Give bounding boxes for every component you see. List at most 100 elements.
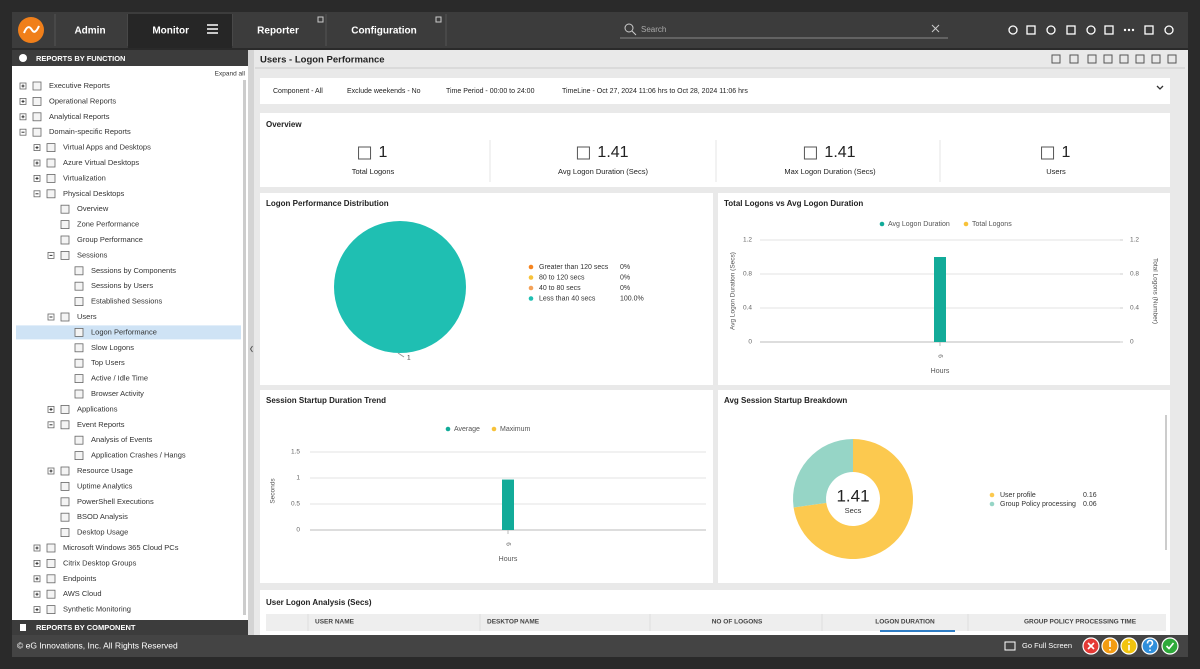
tree-item[interactable]: PowerShell Executions <box>77 497 154 506</box>
tree-item[interactable]: Uptime Analytics <box>77 481 133 490</box>
nav-tab[interactable]: Reporter <box>257 26 299 37</box>
overview-icon <box>1041 146 1055 160</box>
tree-item[interactable]: Domain-specific Reports <box>49 127 131 136</box>
tree-item[interactable]: AWS Cloud <box>63 589 102 598</box>
sidebar-footer <box>12 620 248 635</box>
tree-item[interactable]: Azure Virtual Desktops <box>63 158 139 167</box>
tree-item[interactable]: Virtualization <box>63 173 106 182</box>
y-tick-label: 0 <box>748 339 752 346</box>
tree-item[interactable]: Overview <box>77 204 109 213</box>
tree-item[interactable]: Virtual Apps and Desktops <box>63 143 151 152</box>
column-header[interactable]: LOGON DURATION <box>875 619 935 626</box>
tree-icon <box>46 158 56 168</box>
tree-item[interactable]: Physical Desktops <box>63 189 125 198</box>
column-header[interactable]: GROUP POLICY PROCESSING TIME <box>1024 619 1137 626</box>
tree-item[interactable]: Sessions by Components <box>91 266 176 275</box>
x-axis-label: Hours <box>499 556 518 563</box>
tree-item[interactable]: Event Reports <box>77 420 125 429</box>
sidebar-toggle <box>248 50 254 635</box>
pie-annotation: 1 <box>407 355 411 362</box>
report-action <box>1135 54 1145 64</box>
sidebar-footer-icon <box>20 624 26 631</box>
chart-title: Avg Session Startup Breakdown <box>724 396 847 405</box>
donut-center-label: Secs <box>845 506 862 515</box>
y-tick-label: 0.5 <box>291 501 300 508</box>
tree-item[interactable]: Synthetic Monitoring <box>63 605 131 614</box>
status-glyph <box>1087 642 1095 650</box>
nav-tab[interactable]: Admin <box>74 26 105 37</box>
y2-tick-label: 0.4 <box>1130 305 1139 312</box>
x-tick-label: 6 <box>504 542 511 546</box>
sidebar-scrollbar <box>243 80 246 615</box>
column-header[interactable]: USER NAME <box>315 619 355 626</box>
status-icon[interactable] <box>1161 637 1179 655</box>
tree-item[interactable]: Browser Activity <box>91 389 144 398</box>
filter: Exclude weekends - No <box>347 88 421 95</box>
tree-item[interactable]: Sessions <box>77 250 108 259</box>
toolbar-icon <box>1086 25 1096 35</box>
column-header[interactable]: DESKTOP NAME <box>487 619 540 626</box>
panel-title: Overview <box>266 120 302 129</box>
page-title: Users - Logon Performance <box>260 55 385 66</box>
full-screen-icon <box>1004 641 1016 651</box>
tree-icon <box>60 528 70 537</box>
overview-value: 1.41 <box>824 144 855 161</box>
y2-axis-label: Total Logons (Number) <box>1151 258 1158 324</box>
bar <box>934 257 946 342</box>
tree-icon <box>74 343 84 353</box>
y-tick-label: 1.5 <box>291 449 300 456</box>
tree-item[interactable]: Resource Usage <box>77 466 133 475</box>
tree-item[interactable]: Slow Logons <box>91 343 134 352</box>
report-action <box>1119 54 1129 64</box>
expand-all[interactable]: Expand all <box>215 71 246 78</box>
tree-item[interactable]: Executive Reports <box>49 81 110 90</box>
annotation-leader <box>397 352 405 358</box>
legend-swatch <box>528 275 534 280</box>
tree-icon <box>46 559 56 568</box>
tree-item[interactable]: Application Crashes / Hangs <box>91 451 186 460</box>
nav-tab[interactable]: Monitor <box>152 26 189 37</box>
overview-label: Avg Logon Duration (Secs) <box>558 167 648 176</box>
search-icon <box>631 30 637 36</box>
tree-item[interactable]: Zone Performance <box>77 220 139 229</box>
full-screen[interactable]: Go Full Screen <box>1022 641 1072 650</box>
active-tab <box>128 14 232 48</box>
chart-title: Session Startup Duration Trend <box>266 396 386 405</box>
tree-icon <box>60 481 70 491</box>
column-header[interactable]: NO OF LOGONS <box>712 619 763 626</box>
tree-item[interactable]: Applications <box>77 404 118 413</box>
overview-icon <box>358 146 372 160</box>
tree-item[interactable]: Endpoints <box>63 574 97 583</box>
tree-item[interactable]: Established Sessions <box>91 297 163 306</box>
tree-item[interactable]: Top Users <box>91 358 125 367</box>
legend-label: Maximum <box>500 426 531 433</box>
tree-item[interactable]: Operational Reports <box>49 96 116 105</box>
tree-item[interactable]: Analytical Reports <box>49 112 110 121</box>
panel-scrollbar <box>1165 415 1167 550</box>
tree-item[interactable]: Sessions by Users <box>91 281 153 290</box>
tree-item[interactable]: Microsoft Windows 365 Cloud PCs <box>63 543 179 552</box>
tree-item[interactable]: Citrix Desktop Groups <box>63 558 137 567</box>
legend-value: 0% <box>620 274 630 281</box>
legend-swatch <box>528 264 534 270</box>
tree-item[interactable]: Logon Performance <box>91 327 157 336</box>
tree-item[interactable]: Group Performance <box>77 235 143 244</box>
table-title: User Logon Analysis (Secs) <box>266 598 372 607</box>
logo-mark <box>23 25 40 34</box>
chart-panel <box>260 390 713 583</box>
tree-icon <box>74 451 84 461</box>
tree-item[interactable]: Active / Idle Time <box>91 374 148 383</box>
tree-item[interactable]: Desktop Usage <box>77 528 128 537</box>
tree-icon <box>74 327 84 337</box>
tree-icon <box>60 404 70 414</box>
nav-tab[interactable]: Configuration <box>351 26 417 37</box>
report-action <box>1069 54 1079 64</box>
tree-item[interactable]: Analysis of Events <box>91 435 153 444</box>
tree-item[interactable]: Users <box>77 312 97 321</box>
tree-item[interactable]: BSOD Analysis <box>77 512 128 521</box>
y-tick-label: 1 <box>296 475 300 482</box>
legend-label: Avg Logon Duration <box>888 221 950 228</box>
filter: Time Period - 00:00 to 24:00 <box>446 88 535 95</box>
y2-tick-label: 0.8 <box>1130 271 1139 278</box>
